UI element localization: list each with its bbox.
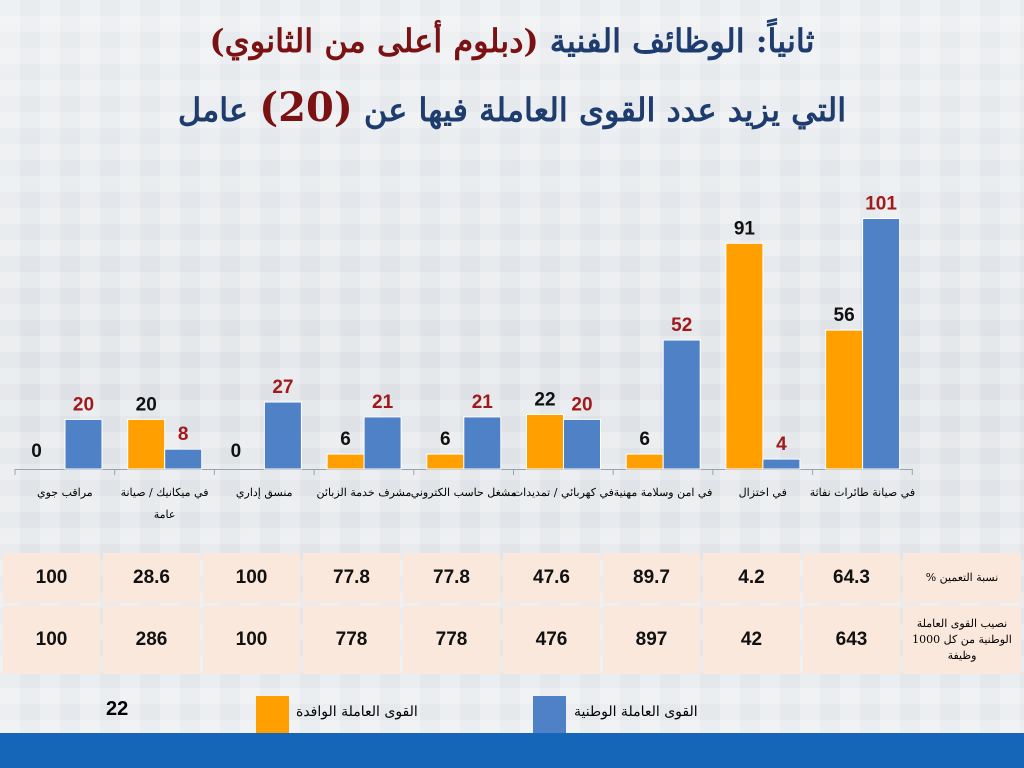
table-cell: 89.7 [603,553,700,603]
x-tick-label: منسق إداري [236,486,293,499]
row-label-share: نصيب القوى العاملة الوطنية من كل 1000 وظ… [903,606,1021,674]
title-text-c: التي يزيد عدد القوى العاملة فيها عن [363,91,847,129]
table-row-share: 100 286 100 778 778 476 897 42 643 نصيب … [3,606,1021,674]
data-label-national: 52 [671,315,692,336]
table-cell: 77.8 [403,553,500,603]
x-tick-label: عامة [154,508,176,521]
data-label-expat: 22 [534,389,555,410]
table-cell: 476 [503,606,600,674]
bar-national [862,218,901,470]
bar-expat [725,242,764,470]
data-label-expat: 91 [734,218,756,239]
title-text-d: عامل [177,91,249,129]
x-tick-label: مراقب جوي [37,486,93,499]
x-tick-label: مشغل حاسب الكتروني [411,486,517,499]
row-label-omanization: نسبة التعمين % [903,553,1021,603]
table-cell: 77.8 [303,553,400,603]
table-cell: 28.6 [103,553,200,603]
bar-expat [625,453,664,470]
data-label-national: 101 [865,194,897,215]
legend-label-expat: القوى العاملة الوافدة [296,704,418,720]
data-label-expat: 6 [440,429,451,450]
table-cell: 64.3 [803,553,900,603]
bar-national [164,448,203,470]
bar-national [363,416,402,470]
data-label-national: 27 [272,377,293,398]
table-cell: 47.6 [503,553,600,603]
x-tick-label: مشرف خدمة الزبائن [317,486,412,499]
x-tick-label: في اختزال [739,486,787,499]
data-label-expat: 20 [136,394,157,415]
slide-title-line1: ثانياً: الوظائف الفنية (دبلوم أعلى من ال… [0,22,1024,60]
table-cell: 897 [603,606,700,674]
bar-expat [326,453,365,470]
table-cell: 286 [103,606,200,674]
bar-chart: 0 20 مراقب جوي 20 8 في ميكانيك / صيانة عامة 0 27… [14,194,915,521]
slide-title-line2: التي يزيد عدد القوى العاملة فيها عن (20)… [0,84,1024,131]
table-cell: 778 [403,606,500,674]
page-number: 22 [106,698,129,720]
bar-expat [526,413,564,470]
bar-expat [127,418,166,470]
bar-national [762,458,801,470]
table-cell: 42 [703,606,800,674]
x-tick-label: في ميكانيك / صيانة [121,486,209,499]
bar-national [263,401,302,470]
data-label-expat: 0 [31,441,42,462]
bar-expat [825,329,864,470]
data-label-expat: 56 [834,305,855,326]
data-label-national: 4 [776,434,787,455]
data-label-expat: 6 [639,429,650,450]
data-label-national: 20 [73,394,94,415]
bar-expat [426,453,465,470]
bar-national [563,418,601,470]
table-cell: 643 [803,606,900,674]
table-cell: 100 [203,606,300,674]
data-label-expat: 6 [340,429,351,450]
x-tick-label: في صيانة طائرات نفاثة [810,486,915,499]
data-label-national: 21 [472,392,494,413]
title-number: (20) [259,84,353,131]
table-row-omanization: 100 28.6 100 77.8 77.8 47.6 89.7 4.2 64.… [3,553,1021,603]
table-cell: 778 [303,606,400,674]
title-text-b: (دبلوم أعلى من الثانوي) [209,22,539,60]
table-cell: 100 [3,553,100,603]
table-cell: 100 [3,606,100,674]
bar-national [463,416,502,470]
data-label-national: 21 [372,392,394,413]
x-tick-label: في امن وسلامة مهنية [614,486,713,499]
data-label-expat: 0 [231,441,242,462]
title-text-a: ثانياً: الوظائف الفنية [549,22,815,60]
ratio-table: 100 28.6 100 77.8 77.8 47.6 89.7 4.2 64.… [0,550,1024,677]
data-label-national: 8 [178,424,189,445]
footer-bar [0,733,1024,768]
data-label-national: 20 [571,394,592,415]
legend-swatch-expat [256,696,289,736]
legend-swatch-national [533,696,566,736]
bar-national [662,339,701,470]
table-cell: 100 [203,553,300,603]
legend-label-national: القوى العاملة الوطنية [574,704,698,720]
x-tick-label: في كهربائي / تمديدات [513,486,614,499]
table-cell: 4.2 [703,553,800,603]
bar-national [64,418,103,470]
